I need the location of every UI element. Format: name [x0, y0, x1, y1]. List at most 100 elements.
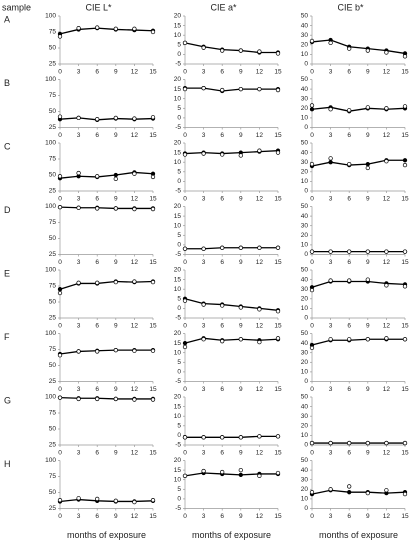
replicate-point: [384, 488, 389, 493]
replicate-point: [220, 303, 225, 308]
x-tick-label: 15: [401, 132, 409, 139]
y-tick-label: 0: [304, 315, 308, 322]
y-tick-label: 0: [177, 369, 181, 376]
replicate-point: [347, 108, 352, 113]
y-tick-label: 75: [49, 29, 57, 36]
replicate-point: [402, 54, 408, 59]
y-tick-label: 10: [301, 496, 309, 503]
x-tick-label: 3: [329, 386, 333, 393]
y-tick-label: -5: [175, 505, 181, 512]
x-tick-label: 0: [58, 386, 62, 393]
replicate-point: [328, 278, 333, 283]
sample-label: E: [4, 268, 10, 278]
series-line: [59, 206, 153, 210]
replicate-point: [76, 26, 81, 31]
y-tick-label: 0: [304, 251, 308, 258]
x-tick-label: 0: [310, 132, 314, 139]
replicate-point: [76, 205, 81, 210]
y-tick-label: 10: [301, 432, 309, 439]
replicate-point: [132, 397, 137, 402]
x-tick-label: 12: [256, 132, 264, 139]
replicate-point: [132, 499, 137, 505]
replicate-point: [402, 104, 408, 109]
replicate-point: [275, 309, 281, 314]
y-tick-label: 30: [301, 95, 309, 102]
y-tick-label: 10: [174, 413, 182, 420]
y-tick-label: 0: [177, 242, 181, 249]
y-tick-label: 50: [301, 457, 309, 464]
replicate-point: [113, 498, 118, 503]
y-tick-label: 25: [49, 315, 57, 322]
x-tick-label: 15: [149, 259, 157, 266]
y-tick-label: -5: [175, 61, 181, 68]
replicate-point: [113, 115, 118, 121]
y-tick-label: 20: [174, 330, 182, 337]
replicate-point: [220, 48, 225, 53]
x-tick-label: 6: [347, 259, 351, 266]
series-line: [311, 489, 406, 495]
replicate-point: [95, 206, 100, 211]
replicate-point: [150, 115, 156, 120]
y-tick-label: 20: [301, 359, 309, 366]
y-tick-label: 5: [177, 359, 181, 366]
x-tick-label: 6: [95, 196, 99, 203]
y-tick-label: 100: [45, 203, 56, 210]
replicate-point: [95, 396, 100, 402]
x-tick-label: 9: [114, 450, 118, 457]
x-tick-label: 12: [383, 132, 391, 139]
y-tick-label: 15: [174, 22, 182, 29]
replicate-point: [384, 336, 389, 341]
y-tick-label: 5: [177, 169, 181, 176]
y-tick-label: 10: [174, 286, 182, 293]
y-tick-label: 25: [49, 124, 57, 131]
y-tick-label: 30: [301, 413, 309, 420]
replicate-point: [220, 87, 225, 93]
x-tick-label: 15: [274, 450, 282, 457]
replicate-point: [402, 491, 408, 497]
replicate-point: [76, 349, 81, 354]
replicate-point: [201, 85, 206, 91]
x-tick-label: 9: [114, 196, 118, 203]
replicate-point: [132, 279, 137, 284]
y-tick-label: -5: [175, 124, 181, 131]
series-line: [184, 42, 278, 54]
x-tick-label: 6: [347, 69, 351, 76]
x-tick-label: 9: [366, 513, 370, 520]
y-tick-label: 0: [177, 305, 181, 312]
replicate-point: [365, 337, 370, 342]
y-tick-label: 25: [49, 188, 57, 195]
replicate-point: [57, 353, 63, 358]
x-tick-label: 15: [149, 132, 157, 139]
replicate-point: [309, 345, 315, 351]
x-tick-label: 3: [77, 69, 81, 76]
replicate-point: [257, 307, 262, 312]
x-tick-label: 6: [347, 196, 351, 203]
y-tick-label: 5: [177, 296, 181, 303]
replicate-point: [275, 245, 281, 250]
sample-label: B: [4, 78, 10, 88]
y-tick-label: 25: [49, 378, 57, 385]
replicate-point: [328, 487, 333, 492]
replicate-point: [275, 336, 281, 341]
replicate-point: [76, 396, 81, 402]
replicate-point: [275, 51, 281, 56]
x-tick-label: 3: [202, 513, 206, 520]
replicate-point: [132, 26, 137, 31]
replicate-point: [182, 473, 188, 479]
x-tick-label: 0: [310, 259, 314, 266]
replicate-point: [201, 435, 206, 440]
replicate-point: [257, 245, 262, 250]
y-tick-label: 30: [301, 349, 309, 356]
x-tick-label: 3: [77, 513, 81, 520]
y-tick-label: 50: [49, 108, 57, 115]
y-tick-label: 15: [174, 467, 182, 474]
replicate-point: [132, 171, 137, 176]
y-tick-label: 20: [174, 267, 182, 274]
x-tick-label: 3: [202, 386, 206, 393]
replicate-point: [220, 339, 225, 344]
replicate-point: [347, 161, 352, 167]
y-tick-label: 20: [174, 13, 182, 20]
x-tick-label: 9: [239, 323, 243, 330]
x-tick-label: 6: [95, 450, 99, 457]
y-tick-label: 15: [174, 403, 182, 410]
